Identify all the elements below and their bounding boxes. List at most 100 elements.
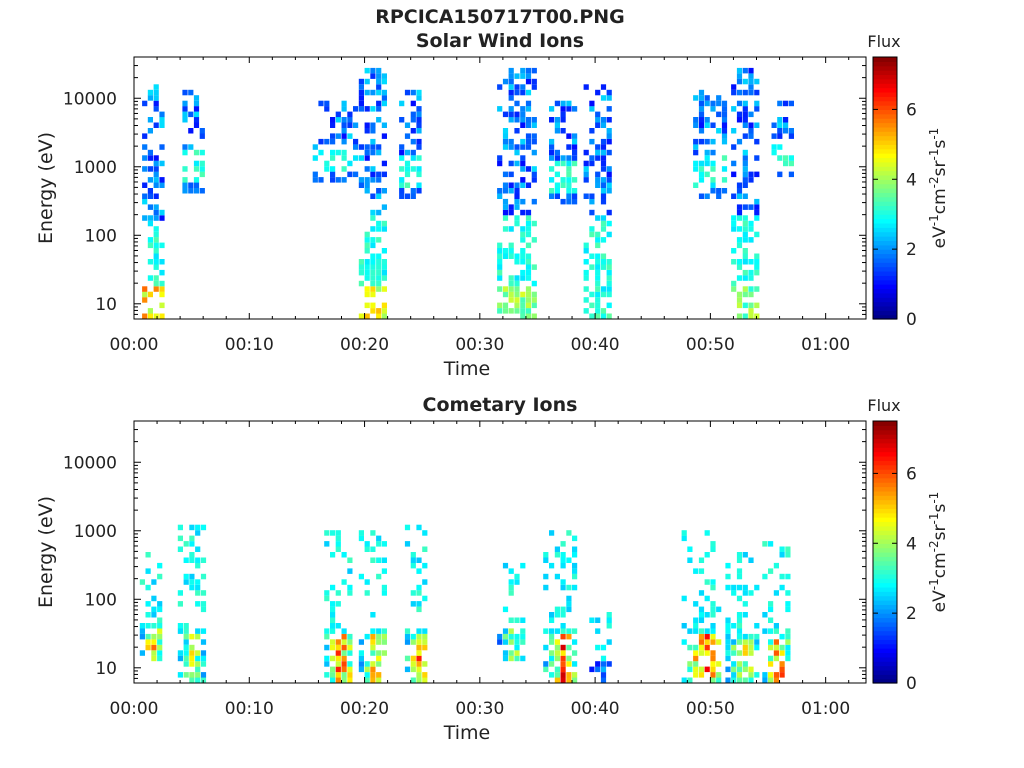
- data-cell: [783, 100, 789, 107]
- data-cell: [341, 149, 347, 156]
- data-cell: [725, 639, 731, 645]
- data-cell: [157, 617, 163, 623]
- colorbar-segment: [873, 314, 897, 320]
- data-cell: [370, 259, 376, 265]
- data-cell: [554, 606, 560, 613]
- data-cell: [364, 633, 370, 640]
- data-cell: [681, 530, 687, 536]
- data-cell: [508, 78, 514, 85]
- data-cell: [312, 171, 318, 178]
- x-tick-label: 00:00: [110, 335, 159, 355]
- data-cell: [710, 138, 716, 145]
- data-cell: [721, 111, 728, 118]
- colorbar-tick-label: 6: [906, 100, 917, 120]
- data-cell: [370, 633, 376, 640]
- data-cell: [600, 149, 607, 156]
- data-cell: [589, 193, 595, 199]
- data-cell: [748, 89, 754, 96]
- data-cell: [742, 291, 748, 298]
- data-cell: [771, 122, 777, 128]
- data-cell: [508, 639, 514, 645]
- data-cell: [606, 117, 612, 123]
- data-cell: [399, 155, 405, 161]
- data-cell: [370, 122, 376, 128]
- data-cell: [698, 122, 705, 128]
- data-cell: [560, 155, 566, 161]
- data-cell: [520, 144, 526, 150]
- data-cell: [364, 546, 370, 552]
- data-cell: [502, 655, 509, 662]
- data-cell: [508, 106, 514, 112]
- data-cell: [324, 633, 330, 640]
- data-cell: [520, 122, 526, 128]
- data-cell: [353, 155, 359, 161]
- data-cell: [566, 188, 572, 194]
- data-cell: [404, 628, 411, 634]
- data-cell: [710, 633, 716, 640]
- data-cell: [182, 177, 188, 183]
- colorbar-segment: [873, 595, 897, 601]
- data-cell: [376, 237, 382, 243]
- data-cell: [742, 552, 748, 558]
- data-cell: [525, 122, 532, 128]
- data-cell: [364, 541, 370, 547]
- data-cell: [399, 188, 405, 194]
- data-cell: [381, 308, 387, 314]
- data-cell: [502, 138, 509, 145]
- data-cell: [600, 117, 607, 123]
- data-cell: [698, 117, 705, 123]
- data-cell: [748, 275, 754, 281]
- data-cell: [525, 73, 532, 79]
- data-cell: [353, 144, 359, 150]
- data-cell: [370, 661, 376, 667]
- data-cell: [554, 552, 560, 558]
- data-cell: [145, 568, 151, 574]
- data-cell: [566, 672, 572, 678]
- data-cell: [147, 215, 153, 221]
- data-cell: [589, 138, 595, 145]
- data-cell: [520, 111, 526, 118]
- data-cell: [600, 188, 607, 194]
- data-cell: [370, 302, 376, 309]
- data-cell: [731, 590, 737, 596]
- data-cell: [347, 117, 353, 123]
- data-cell: [142, 182, 148, 188]
- data-cell: [200, 524, 207, 531]
- data-cell: [145, 552, 151, 558]
- data-cell: [416, 106, 422, 112]
- data-cell: [710, 639, 716, 645]
- data-cell: [376, 67, 382, 74]
- data-cell: [364, 672, 370, 678]
- data-cell: [358, 95, 364, 101]
- data-cell: [416, 655, 422, 662]
- colorbar-segment: [873, 65, 897, 71]
- data-cell: [347, 160, 353, 167]
- data-cell: [508, 253, 514, 259]
- data-cell: [508, 209, 514, 216]
- colorbar-segment: [873, 661, 897, 667]
- data-cell: [159, 160, 165, 167]
- data-cell: [514, 633, 520, 640]
- data-cell: [508, 188, 514, 194]
- data-cell: [566, 100, 572, 107]
- data-cell: [183, 573, 189, 580]
- data-cell: [589, 617, 595, 623]
- data-cell: [381, 259, 387, 265]
- data-cell: [742, 160, 748, 167]
- data-cell: [583, 84, 589, 90]
- data-cell: [554, 672, 560, 678]
- data-cell: [742, 248, 748, 254]
- data-cell: [422, 633, 428, 640]
- data-cell: [525, 106, 532, 112]
- data-cell: [153, 231, 159, 238]
- data-cell: [693, 182, 699, 188]
- y-axis-label: Energy (eV): [35, 496, 57, 608]
- x-tick-label: 00:30: [455, 335, 504, 355]
- data-cell: [324, 590, 330, 596]
- data-cell: [572, 144, 578, 150]
- data-cell: [736, 650, 743, 656]
- y-tick-label: 10000: [63, 89, 117, 109]
- data-cell: [330, 644, 336, 651]
- data-cell: [731, 171, 737, 178]
- data-cell: [497, 264, 503, 270]
